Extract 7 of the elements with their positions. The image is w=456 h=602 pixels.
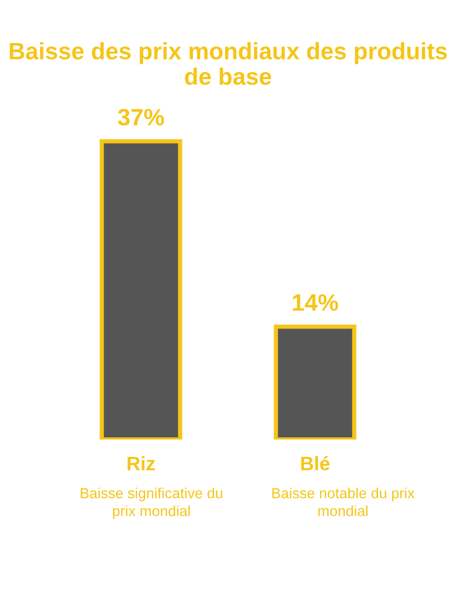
data-label: 37% [118,108,164,126]
text: Baisse significative du prix mondial [80,488,222,520]
x-tick-label: Blé [301,456,330,470]
text: Baisse notable du prix mondial [272,488,415,516]
data-label: 14% [292,294,338,311]
x-tick-label: Riz [128,456,155,470]
chart-title: Baisse des prix mondiaux des produits de base [10,42,447,85]
